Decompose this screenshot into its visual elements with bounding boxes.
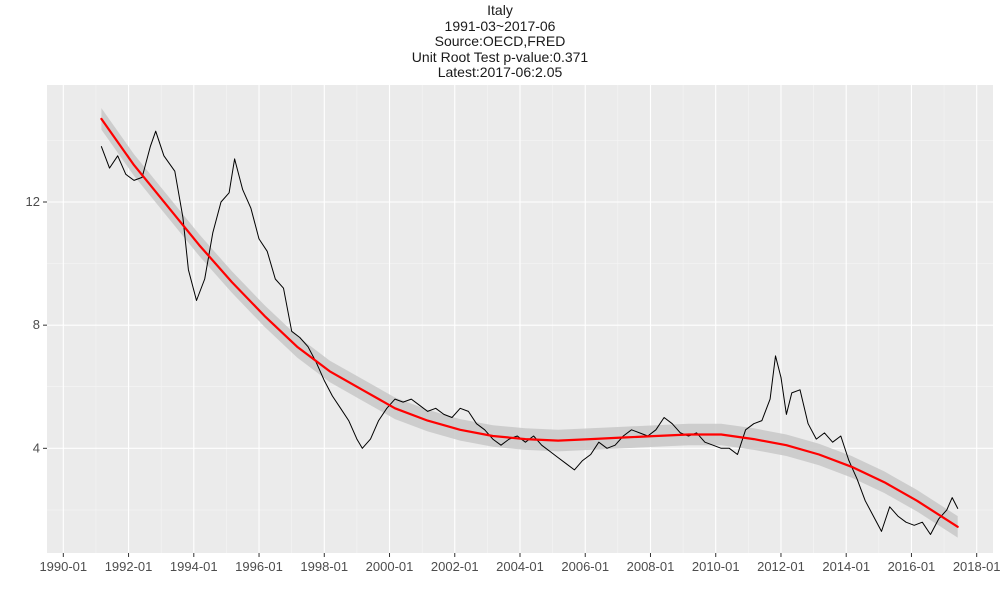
confidence-ribbon	[101, 108, 958, 538]
x-tick-label: 2002-01	[431, 559, 479, 574]
chart-subtitle-pvalue: Unit Root Test p-value:0.371	[411, 48, 589, 65]
x-tick-label: 1998-01	[300, 559, 348, 574]
x-tick-label: 2010-01	[692, 559, 740, 574]
smoothed-trend-line	[100, 117, 959, 528]
x-tick-label: 2016-01	[888, 559, 936, 574]
x-tick-label: 1994-01	[170, 559, 218, 574]
x-tick-label: 2008-01	[627, 559, 675, 574]
x-tick-label: 2006-01	[561, 559, 609, 574]
x-tick-label: 1990-01	[39, 559, 87, 574]
y-tick-label: 12	[26, 194, 40, 209]
x-tick-label: 2000-01	[366, 559, 414, 574]
chart-title-block: Italy 1991-03~2017-06 Source:OECD,FRED U…	[0, 2, 1000, 81]
y-tick-label: 4	[33, 440, 40, 455]
y-tick-label: 8	[33, 317, 40, 332]
chart-title: Italy	[487, 2, 513, 18]
chart-subtitle-latest: Latest:2017-06:2.05	[437, 64, 563, 80]
x-tick-label: 1992-01	[105, 559, 153, 574]
x-tick-label: 1996-01	[235, 559, 283, 574]
data-series-line	[100, 130, 959, 535]
x-tick-label: 2018-01	[953, 559, 1000, 574]
chart-subtitle-range: 1991-03~2017-06	[444, 17, 556, 34]
chart-subtitle-source: Source:OECD,FRED	[434, 33, 566, 49]
ribbon-layer	[101, 108, 958, 538]
x-tick-label: 2004-01	[496, 559, 544, 574]
axis-layer: 1990-01 1992-01 1994-01 1996-01 1998-01 2000-…	[26, 194, 1000, 574]
x-tick-label: 2014-01	[822, 559, 870, 574]
x-tick-label: 2012-01	[757, 559, 805, 574]
series-layer	[100, 117, 959, 535]
